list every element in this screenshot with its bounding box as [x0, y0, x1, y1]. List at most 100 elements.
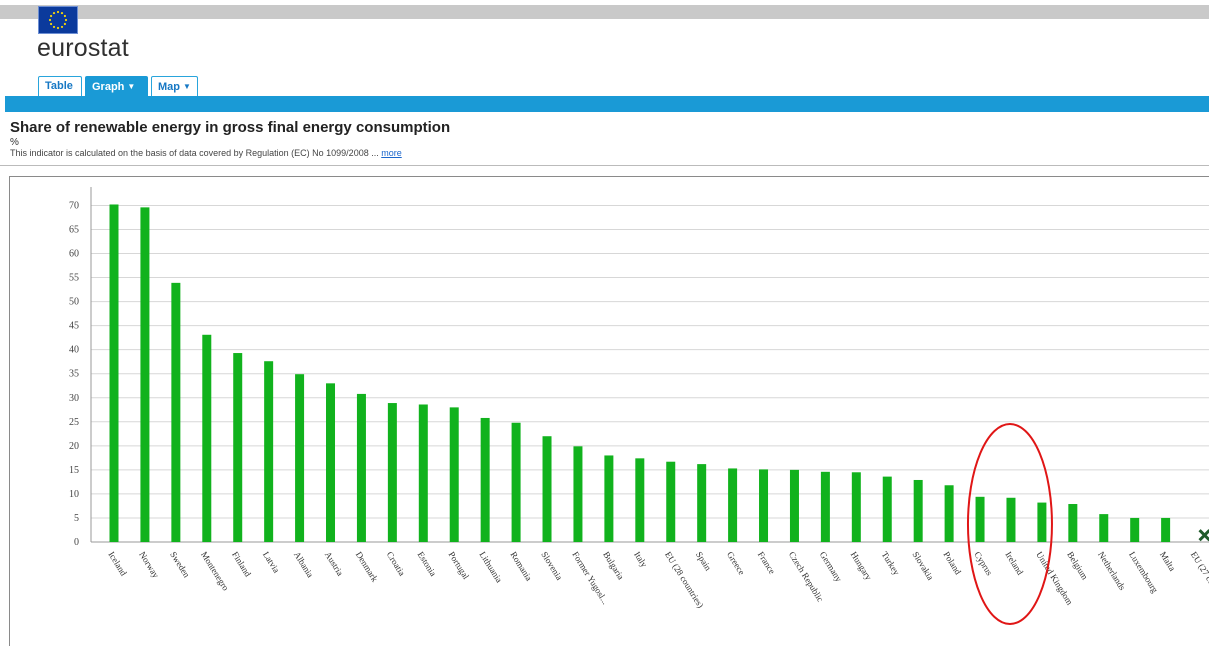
x-tick-label: Romania	[508, 550, 534, 583]
chart-title: Share of renewable energy in gross final…	[10, 119, 451, 136]
top-gray-bar	[0, 5, 1209, 19]
y-tick-labels: 0 5 10 15 20 25 30 35 40 45 50 55 60 65 70	[69, 200, 79, 548]
bar	[820, 471, 830, 542]
markers	[1198, 529, 1209, 542]
flag-star	[49, 22, 53, 26]
eu-flag-icon	[38, 6, 78, 34]
x-tick-label: Italy	[632, 550, 649, 570]
bar	[851, 472, 861, 542]
chevron-down-icon: ▼	[127, 82, 136, 91]
x-tick-label: Latvia	[261, 550, 282, 575]
indicator-note-text: This indicator is calculated on the basi…	[10, 148, 382, 158]
tab-content-bar	[5, 96, 1209, 112]
y-tick-label: 0	[74, 537, 79, 548]
y-tick-label: 10	[69, 489, 79, 500]
bar	[109, 204, 119, 542]
x-tick-label: Austria	[323, 550, 346, 578]
x-tick-label: Croatia	[385, 550, 408, 578]
flag-star	[48, 18, 52, 22]
y-tick-label: 15	[69, 465, 79, 476]
x-tick-label: Norway	[137, 550, 161, 580]
y-tick-label: 5	[74, 513, 79, 524]
chevron-down-icon: ▼	[183, 82, 191, 91]
bar	[233, 353, 243, 542]
category-labels: Iceland Norway Sweden Montenegro Finland Latv…	[106, 550, 1209, 610]
flag-star	[63, 22, 67, 26]
y-tick-label: 45	[69, 321, 79, 332]
y-tick-label: 30	[69, 393, 79, 404]
bars	[109, 204, 1171, 542]
x-tick-label: Denmark	[354, 550, 380, 584]
bar	[295, 374, 305, 542]
x-tick-label: Belgium	[1065, 550, 1090, 582]
x-tick-label: Hungary	[849, 550, 874, 582]
flag-star	[64, 18, 68, 22]
x-tick-label: Lithuania	[477, 550, 504, 585]
bar	[573, 446, 583, 542]
tab-map-label: Map	[158, 81, 180, 93]
bar	[511, 422, 521, 542]
bar	[666, 461, 676, 542]
bar	[264, 361, 274, 542]
bar	[759, 469, 769, 542]
flag-star	[60, 11, 64, 15]
x-tick-label: Cyprus	[972, 550, 995, 578]
more-link[interactable]: more	[381, 148, 402, 158]
x-tick-label: Netherlands	[1096, 550, 1128, 593]
bar	[418, 404, 428, 542]
chart-frame: 0 5 10 15 20 25 30 35 40 45 50 55 60 65 70 Iceland Norw…	[9, 176, 1209, 646]
divider	[0, 165, 1209, 166]
flag-star	[56, 10, 60, 14]
tab-table-label: Table	[45, 80, 73, 92]
flag-star	[52, 25, 56, 29]
indicator-note: This indicator is calculated on the basi…	[10, 148, 402, 158]
x-tick-label: France	[756, 550, 777, 576]
y-tick-label: 55	[69, 273, 79, 284]
x-tick-label: Bulgaria	[601, 550, 626, 582]
bar	[480, 417, 490, 542]
bar	[140, 207, 150, 542]
x-tick-label: Malta	[1158, 550, 1178, 573]
x-tick-label: Estonia	[416, 550, 439, 578]
flag-star	[49, 14, 53, 18]
bar	[728, 468, 738, 542]
bar	[449, 407, 459, 542]
y-tick-label: 20	[69, 441, 79, 452]
bar	[604, 455, 614, 542]
flag-star	[63, 14, 67, 18]
bar	[356, 393, 366, 542]
y-tick-label: 60	[69, 249, 79, 260]
flag-star	[60, 25, 64, 29]
highlight-ellipse	[966, 423, 1053, 625]
eurostat-logo: eurostat	[37, 34, 129, 62]
flag-star	[56, 26, 60, 30]
bar	[1161, 517, 1171, 542]
axes	[90, 187, 1209, 543]
tab-table[interactable]: Table▼	[38, 76, 82, 110]
x-tick-label: Sweden	[168, 550, 192, 580]
flag-star	[52, 11, 56, 15]
bar	[1006, 497, 1016, 542]
x-tick-label: Germany	[818, 550, 844, 584]
y-tick-label: 70	[69, 200, 79, 211]
bar	[326, 383, 336, 542]
y-tick-label: 50	[69, 297, 79, 308]
tab-map[interactable]: Map ▼	[151, 76, 198, 96]
tab-graph-label: Graph	[92, 81, 125, 93]
x-tick-label: Spain	[694, 550, 714, 573]
bar	[1068, 504, 1078, 542]
x-tick-label: Poland	[941, 550, 963, 577]
x-tick-label: EU (27 co	[1189, 550, 1209, 587]
bar	[1130, 517, 1140, 542]
x-tick-label: Turkey	[880, 550, 902, 577]
x-tick-label: Greece	[725, 550, 747, 577]
x-tick-label: Ireland	[1003, 550, 1025, 577]
y-tick-label: 35	[69, 369, 79, 380]
annotations	[966, 423, 1053, 625]
x-tick-label: Portugal	[447, 550, 472, 582]
bar	[913, 479, 923, 542]
tab-graph[interactable]: Graph ▼	[85, 76, 148, 96]
bar	[944, 485, 954, 542]
y-tick-label: 25	[69, 417, 79, 428]
bar	[171, 282, 181, 542]
